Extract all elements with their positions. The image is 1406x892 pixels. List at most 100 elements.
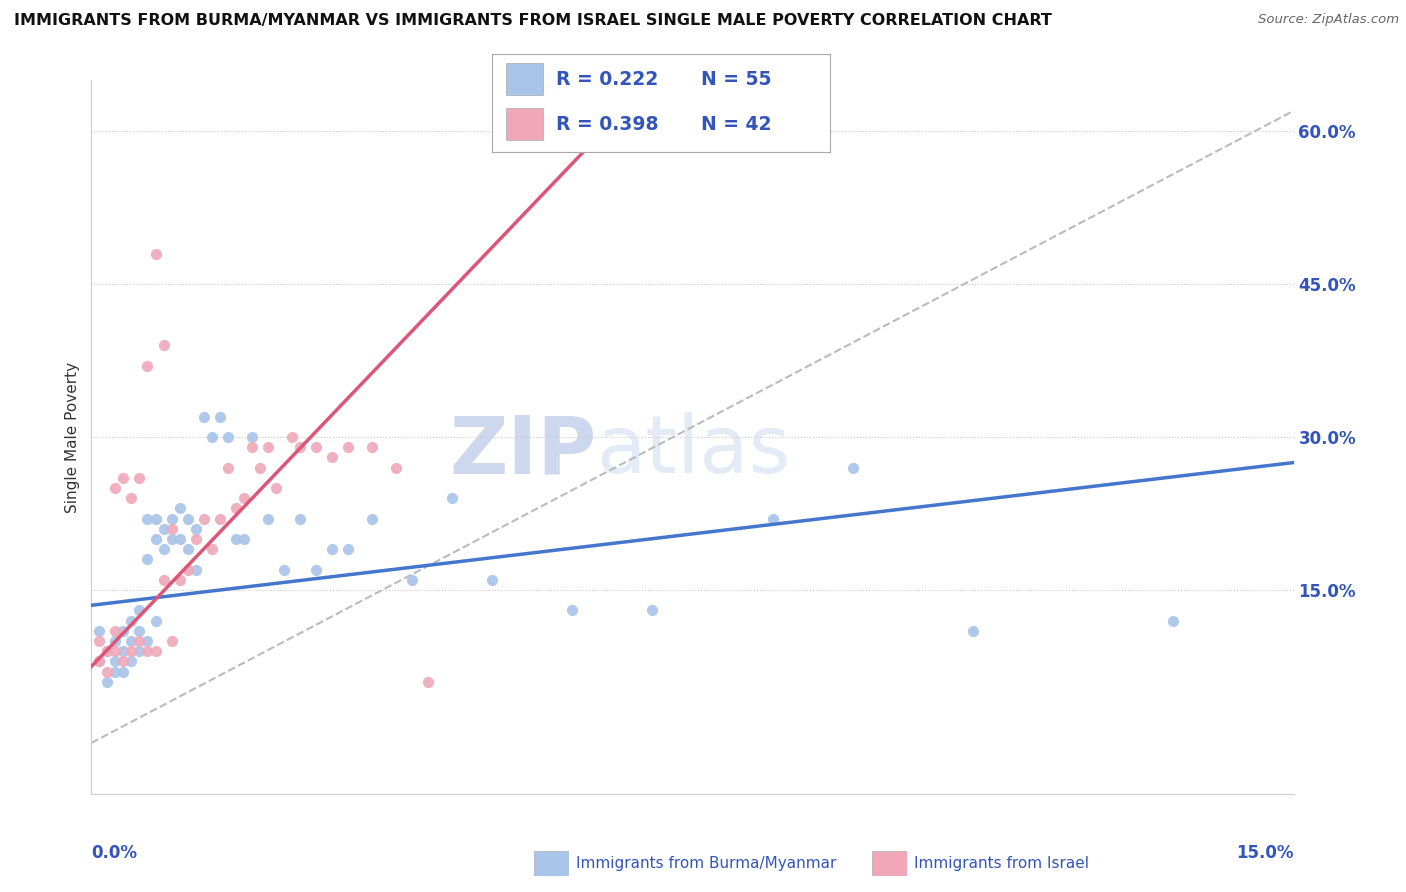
Point — [121, 614, 143, 628]
Point — [96, 644, 118, 658]
Text: IMMIGRANTS FROM BURMA/MYANMAR VS IMMIGRANTS FROM ISRAEL SINGLE MALE POVERTY CORR: IMMIGRANTS FROM BURMA/MYANMAR VS IMMIGRA… — [14, 13, 1052, 29]
Point — [128, 603, 150, 617]
Point — [121, 654, 143, 668]
Point — [136, 511, 159, 525]
Text: Immigrants from Israel: Immigrants from Israel — [914, 856, 1088, 871]
Text: R = 0.222: R = 0.222 — [557, 70, 658, 88]
Point — [217, 460, 239, 475]
Text: 0.0%: 0.0% — [91, 844, 138, 862]
Text: atlas: atlas — [596, 412, 790, 491]
Point — [288, 440, 311, 454]
Point — [169, 573, 191, 587]
Point — [225, 501, 247, 516]
Point — [145, 644, 167, 658]
Point — [128, 634, 150, 648]
Point — [104, 624, 127, 638]
Bar — [506, 63, 543, 95]
Point — [89, 654, 111, 668]
Point — [232, 532, 254, 546]
Point — [176, 542, 198, 557]
Point — [305, 440, 328, 454]
Point — [184, 563, 207, 577]
Point — [104, 665, 127, 679]
Point — [145, 614, 167, 628]
Point — [136, 359, 159, 373]
Point — [193, 409, 215, 424]
Point — [962, 624, 984, 638]
Point — [184, 532, 207, 546]
Point — [401, 573, 423, 587]
Point — [160, 522, 183, 536]
Point — [128, 471, 150, 485]
Point — [273, 563, 295, 577]
Point — [201, 542, 224, 557]
Point — [305, 563, 328, 577]
Point — [89, 654, 111, 668]
Point — [225, 532, 247, 546]
Point — [121, 634, 143, 648]
Point — [841, 460, 863, 475]
Text: N = 42: N = 42 — [702, 115, 772, 134]
Point — [256, 511, 278, 525]
Point — [208, 511, 231, 525]
Point — [184, 522, 207, 536]
Point — [152, 338, 174, 352]
Point — [89, 624, 111, 638]
Point — [321, 542, 343, 557]
Point — [160, 511, 183, 525]
Point — [89, 634, 111, 648]
Point — [96, 674, 118, 689]
Point — [152, 573, 174, 587]
Point — [256, 440, 278, 454]
Point — [762, 511, 785, 525]
Point — [128, 624, 150, 638]
Point — [152, 542, 174, 557]
Point — [321, 450, 343, 465]
Point — [121, 491, 143, 506]
Point — [145, 532, 167, 546]
Point — [112, 471, 135, 485]
Bar — [506, 109, 543, 140]
Point — [96, 644, 118, 658]
Point — [104, 644, 127, 658]
Point — [112, 654, 135, 668]
Y-axis label: Single Male Poverty: Single Male Poverty — [65, 361, 80, 513]
Point — [160, 532, 183, 546]
Point — [176, 511, 198, 525]
Text: R = 0.398: R = 0.398 — [557, 115, 659, 134]
Point — [112, 665, 135, 679]
Point — [160, 634, 183, 648]
Point — [561, 603, 583, 617]
Point — [336, 440, 359, 454]
Point — [121, 644, 143, 658]
Text: ZIP: ZIP — [449, 412, 596, 491]
Point — [336, 542, 359, 557]
Point — [96, 665, 118, 679]
Point — [232, 491, 254, 506]
Point — [440, 491, 463, 506]
Point — [641, 603, 664, 617]
Point — [104, 634, 127, 648]
Point — [152, 522, 174, 536]
Point — [145, 511, 167, 525]
Point — [201, 430, 224, 444]
Point — [128, 644, 150, 658]
Text: Immigrants from Burma/Myanmar: Immigrants from Burma/Myanmar — [576, 856, 837, 871]
Point — [360, 440, 382, 454]
Point — [416, 674, 439, 689]
Point — [240, 430, 263, 444]
Point — [169, 501, 191, 516]
Point — [281, 430, 304, 444]
Point — [193, 511, 215, 525]
Text: 15.0%: 15.0% — [1236, 844, 1294, 862]
Point — [104, 481, 127, 495]
Point — [249, 460, 271, 475]
Point — [176, 563, 198, 577]
Point — [240, 440, 263, 454]
Point — [112, 644, 135, 658]
Text: Source: ZipAtlas.com: Source: ZipAtlas.com — [1258, 13, 1399, 27]
Point — [208, 409, 231, 424]
Point — [264, 481, 287, 495]
Point — [136, 552, 159, 566]
Point — [112, 624, 135, 638]
